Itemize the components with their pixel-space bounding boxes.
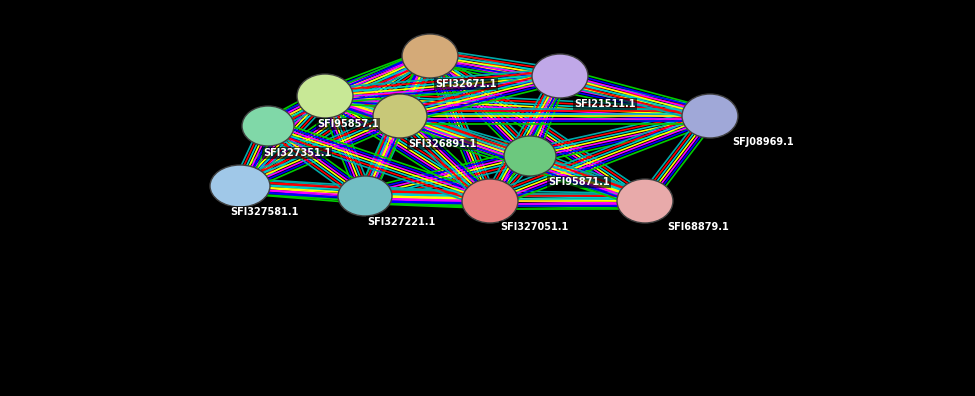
Text: SFI68879.1: SFI68879.1	[667, 222, 728, 232]
Ellipse shape	[242, 106, 294, 146]
Text: SFI327051.1: SFI327051.1	[500, 222, 568, 232]
Text: SFI326891.1: SFI326891.1	[408, 139, 477, 149]
Text: SFI327351.1: SFI327351.1	[263, 148, 332, 158]
Text: SFI95857.1: SFI95857.1	[317, 119, 378, 129]
Text: SFI327221.1: SFI327221.1	[367, 217, 435, 227]
Ellipse shape	[532, 54, 588, 98]
Text: SFI32671.1: SFI32671.1	[435, 79, 496, 89]
Text: SFJ08969.1: SFJ08969.1	[732, 137, 794, 147]
Ellipse shape	[462, 179, 518, 223]
Ellipse shape	[210, 165, 270, 207]
Ellipse shape	[297, 74, 353, 118]
Ellipse shape	[373, 94, 427, 138]
Ellipse shape	[617, 179, 673, 223]
Ellipse shape	[402, 34, 458, 78]
Text: SFI327581.1: SFI327581.1	[230, 207, 298, 217]
Ellipse shape	[338, 176, 392, 216]
Text: SFI21511.1: SFI21511.1	[574, 99, 636, 109]
Ellipse shape	[682, 94, 738, 138]
Ellipse shape	[504, 136, 556, 176]
Text: SFI95871.1: SFI95871.1	[548, 177, 609, 187]
